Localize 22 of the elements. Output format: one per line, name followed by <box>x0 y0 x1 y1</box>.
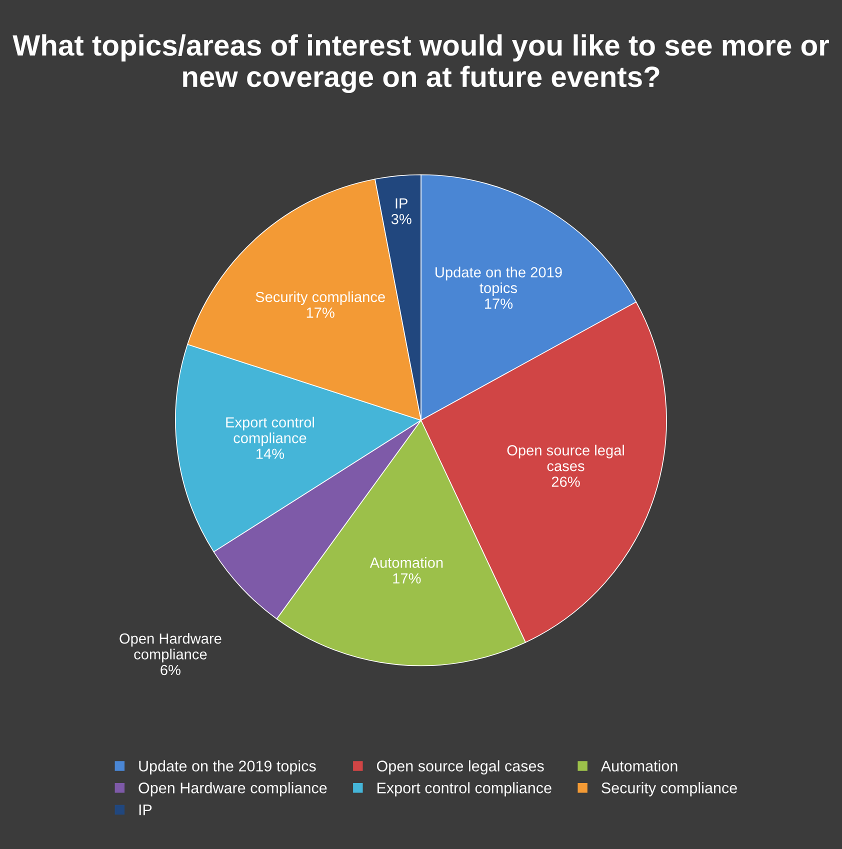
data-label: 26% <box>552 476 580 487</box>
slice-label: Automation <box>370 557 443 568</box>
slice-label: Security compliance <box>256 291 385 306</box>
legend-label: Open Hardware compliance <box>138 782 327 796</box>
data-label: 17% <box>306 308 334 318</box>
data-label: 17% <box>485 298 513 309</box>
data-label: 3% <box>391 214 412 224</box>
data-label: 14% <box>256 448 284 459</box>
slice-label: Open source legal cases <box>507 444 624 472</box>
legend-label: Update on the 2019 topics <box>139 760 316 775</box>
legend-label: Security compliance <box>602 782 737 796</box>
data-label: 6% <box>160 664 180 676</box>
slice-label: Open Hardware compliance <box>120 633 222 662</box>
slice-label: IP <box>396 198 408 208</box>
legend-label: Export control compliance <box>378 782 552 796</box>
chart-title: What topics/areas of interest would you like to see more or new coverage on at future events? <box>12 34 830 94</box>
slice-label: Update on the 2019 topics <box>436 266 562 296</box>
data-label: 17% <box>393 573 421 584</box>
legend-label: Automation <box>600 760 678 772</box>
legend-label: Open source legal cases <box>376 760 544 775</box>
legend-label: IP <box>139 804 152 816</box>
slice-label: Export control compliance <box>226 416 314 446</box>
